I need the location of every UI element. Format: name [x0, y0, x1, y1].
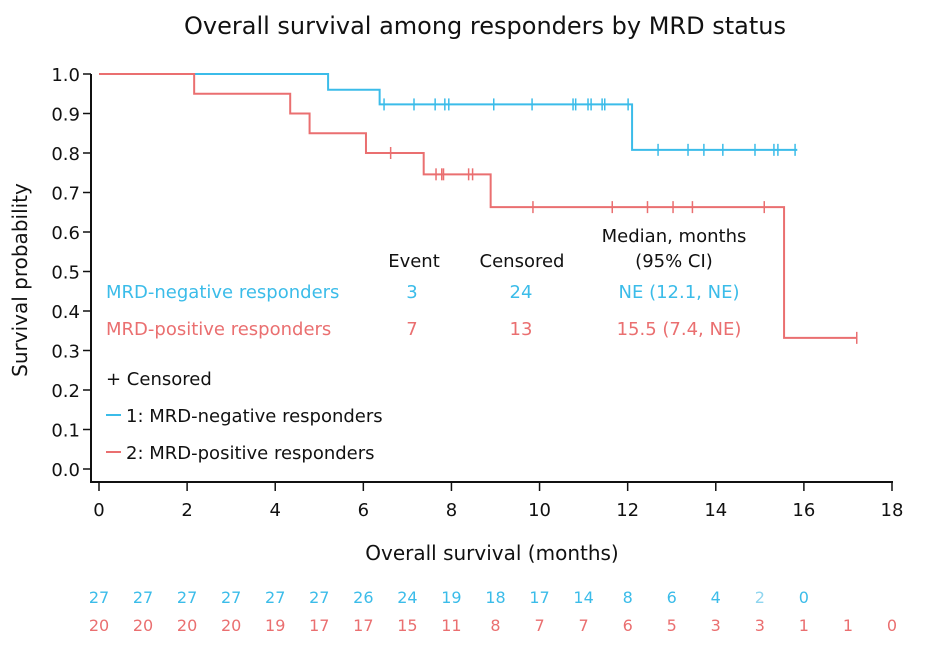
at-risk-negative: 24 [397, 588, 417, 607]
table-row-negative-median: NE (12.1, NE) [619, 282, 740, 303]
at-risk-positive: 1 [799, 616, 809, 635]
at-risk-negative: 6 [667, 588, 677, 607]
y-tick-label: 0.3 [51, 342, 80, 363]
at-risk-positive: 3 [755, 616, 765, 635]
at-risk-negative: 27 [133, 588, 153, 607]
at-risk-positive: 19 [265, 616, 285, 635]
at-risk-positive: 7 [534, 616, 544, 635]
at-risk-positive: 20 [177, 616, 197, 635]
at-risk-negative: 19 [441, 588, 461, 607]
numbers-at-risk: 27 27 27 27 27 27 26 24 19 18 17 14 8 6 4 2 020 20 20 20 19 1… [89, 588, 897, 635]
y-ticks: 0.0 0.1 0.2 0.3 0.4 0.5 0.6 0.7 0.8 0.9 1.0 [51, 65, 91, 481]
x-tick-label: 6 [358, 500, 369, 521]
survival-curve-positive [99, 73, 857, 339]
at-risk-positive: 6 [623, 616, 633, 635]
at-risk-positive: 11 [441, 616, 461, 635]
y-tick-label: 0.0 [51, 460, 80, 481]
at-risk-positive: 7 [579, 616, 589, 635]
at-risk-positive: 1 [843, 616, 853, 635]
x-tick-label: 12 [616, 500, 639, 521]
at-risk-positive: 17 [353, 616, 373, 635]
x-tick-label: 18 [881, 500, 904, 521]
at-risk-negative: 26 [353, 588, 373, 607]
survival-curve-negative [99, 73, 798, 151]
table-row-negative-label: MRD-negative responders [106, 282, 339, 303]
chart-title: Overall survival among responders by MRD… [184, 12, 786, 40]
at-risk-negative: 0 [799, 588, 809, 607]
y-tick-label: 0.8 [51, 144, 80, 165]
legend: + Censored 1: MRD-negative responders 2:… [106, 369, 383, 464]
at-risk-negative: 27 [221, 588, 241, 607]
summary-table: Event Censored Median, months (95% CI) M… [106, 226, 746, 340]
at-risk-positive: 0 [887, 616, 897, 635]
x-tick-label: 4 [269, 500, 280, 521]
survival-curves [99, 73, 858, 344]
x-tick-label: 8 [446, 500, 457, 521]
at-risk-negative: 4 [711, 588, 721, 607]
at-risk-negative: 27 [265, 588, 285, 607]
legend-entry-negative: 1: MRD-negative responders [126, 406, 383, 427]
axes [90, 74, 893, 483]
at-risk-negative: 18 [485, 588, 505, 607]
y-tick-label: 1.0 [51, 65, 80, 86]
y-axis-label: Survival probability [8, 183, 32, 377]
table-row-positive-median: 15.5 (7.4, NE) [617, 319, 742, 340]
y-tick-label: 0.9 [51, 105, 80, 126]
x-tick-label: 2 [181, 500, 192, 521]
table-row-positive-censored: 13 [510, 319, 533, 340]
x-tick-label: 16 [792, 500, 815, 521]
y-tick-label: 0.6 [51, 223, 80, 244]
table-header-event: Event [388, 251, 440, 272]
legend-censored: + Censored [106, 369, 212, 390]
y-tick-label: 0.1 [51, 421, 80, 442]
x-tick-label: 14 [704, 500, 727, 521]
table-row-positive-event: 7 [406, 319, 417, 340]
at-risk-negative: 27 [309, 588, 329, 607]
at-risk-positive: 5 [667, 616, 677, 635]
legend-entry-positive: 2: MRD-positive responders [126, 443, 375, 464]
x-ticks: 0 2 4 6 8 10 12 14 16 18 [93, 482, 903, 521]
x-axis-label: Overall survival (months) [365, 541, 619, 565]
at-risk-negative: 14 [573, 588, 593, 607]
y-tick-label: 0.4 [51, 302, 80, 323]
y-tick-label: 0.5 [51, 263, 80, 284]
at-risk-positive: 20 [133, 616, 153, 635]
at-risk-positive: 17 [309, 616, 329, 635]
table-row-negative-event: 3 [406, 282, 417, 303]
table-row-positive-label: MRD-positive responders [106, 319, 331, 340]
at-risk-negative: 2 [755, 588, 765, 607]
at-risk-negative: 27 [177, 588, 197, 607]
table-row-negative-censored: 24 [510, 282, 533, 303]
table-header-median: Median, months [602, 226, 747, 247]
at-risk-negative: 17 [529, 588, 549, 607]
y-tick-label: 0.2 [51, 381, 80, 402]
at-risk-positive: 20 [221, 616, 241, 635]
at-risk-positive: 15 [397, 616, 417, 635]
table-header-ci: (95% CI) [635, 251, 713, 272]
x-tick-label: 10 [528, 500, 551, 521]
at-risk-positive: 3 [711, 616, 721, 635]
table-header-censored: Censored [480, 251, 565, 272]
x-tick-label: 0 [93, 500, 104, 521]
at-risk-positive: 20 [89, 616, 109, 635]
at-risk-positive: 8 [490, 616, 500, 635]
at-risk-negative: 27 [89, 588, 109, 607]
y-tick-label: 0.7 [51, 184, 80, 205]
at-risk-negative: 8 [623, 588, 633, 607]
